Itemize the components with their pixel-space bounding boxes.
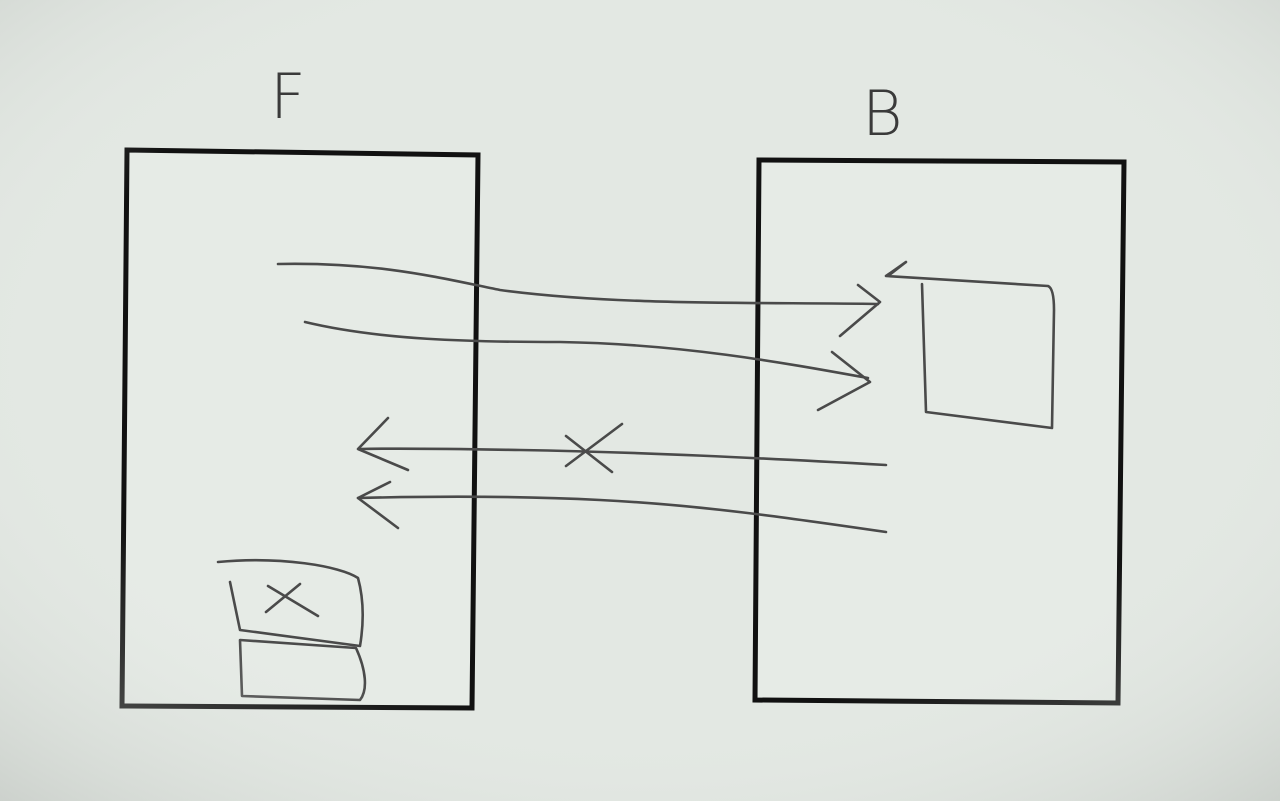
diagram-svg: F B	[0, 0, 1280, 801]
photo-vignette	[0, 0, 1280, 801]
diagram-canvas: F B	[0, 0, 1280, 801]
